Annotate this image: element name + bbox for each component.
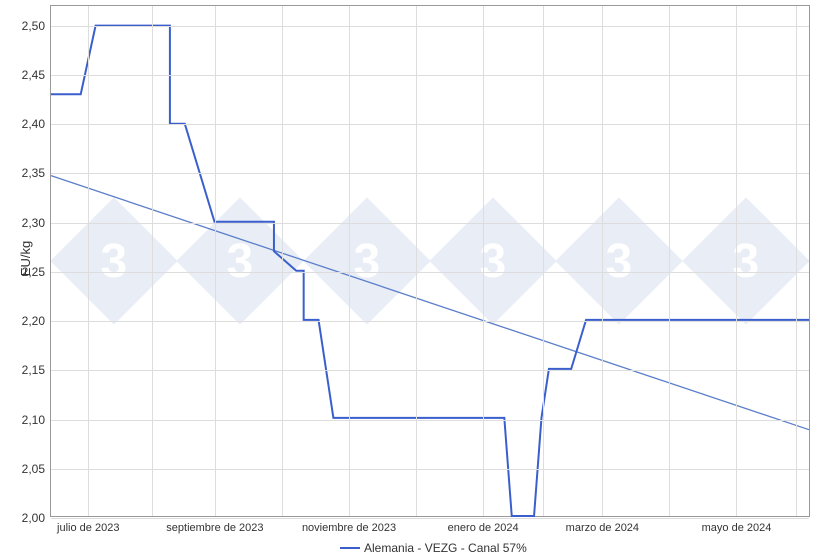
gridline-h: [51, 26, 809, 27]
chart-lines-svg: [51, 6, 809, 516]
series-line: [51, 26, 809, 516]
x-tick-label: mayo de 2024: [702, 522, 772, 534]
gridline-v: [416, 6, 417, 516]
y-tick-label: 2,00: [22, 511, 45, 525]
y-tick-label: 2,20: [22, 314, 45, 328]
gridline-v: [543, 6, 544, 516]
y-axis-label: EU/kg: [18, 241, 33, 276]
gridline-h: [51, 469, 809, 470]
gridline-h: [51, 518, 809, 519]
gridline-h: [51, 223, 809, 224]
gridline-v: [88, 6, 89, 516]
gridline-v: [282, 6, 283, 516]
gridline-v: [215, 6, 216, 516]
x-tick-label: septiembre de 2023: [166, 522, 263, 534]
y-tick-label: 2,05: [22, 462, 45, 476]
y-tick-label: 2,10: [22, 413, 45, 427]
y-tick-label: 2,15: [22, 363, 45, 377]
gridline-h: [51, 370, 809, 371]
gridline-h: [51, 321, 809, 322]
y-tick-label: 2,30: [22, 216, 45, 230]
gridline-v: [152, 6, 153, 516]
y-tick-label: 2,50: [22, 19, 45, 33]
plot-area: 333333 2,002,052,102,152,202,252,302,352…: [50, 5, 810, 517]
pork-price-chart: 333333 2,002,052,102,152,202,252,302,352…: [0, 0, 820, 559]
gridline-v: [796, 6, 797, 516]
y-tick-label: 2,40: [22, 117, 45, 131]
legend-swatch: [340, 547, 360, 549]
x-tick-label: enero de 2024: [448, 522, 519, 534]
y-tick-label: 2,35: [22, 166, 45, 180]
x-tick-label: julio de 2023: [57, 522, 119, 534]
gridline-h: [51, 75, 809, 76]
x-tick-label: marzo de 2024: [566, 522, 639, 534]
gridline-h: [51, 420, 809, 421]
legend-series-label: Alemania - VEZG - Canal 57%: [364, 541, 527, 555]
y-tick-label: 2,45: [22, 68, 45, 82]
x-tick-label: noviembre de 2023: [302, 522, 396, 534]
gridline-v: [669, 6, 670, 516]
gridline-v: [736, 6, 737, 516]
gridline-v: [602, 6, 603, 516]
trend-line: [51, 176, 809, 430]
legend: Alemania - VEZG - Canal 57%: [340, 541, 527, 555]
gridline-v: [483, 6, 484, 516]
gridline-v: [349, 6, 350, 516]
gridline-h: [51, 173, 809, 174]
gridline-h: [51, 124, 809, 125]
gridline-h: [51, 272, 809, 273]
